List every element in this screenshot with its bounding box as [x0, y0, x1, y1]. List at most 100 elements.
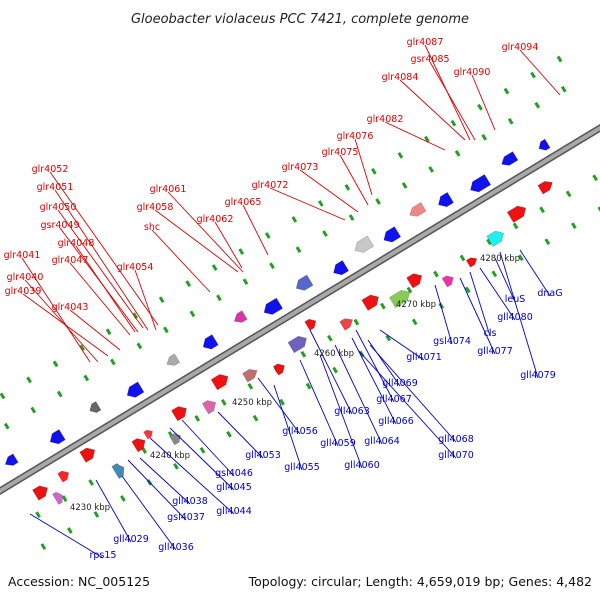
label-leader-line	[459, 277, 496, 355]
tick-dot	[83, 374, 90, 382]
forward-gene-feature	[537, 181, 553, 195]
label-leader-line	[24, 279, 99, 363]
label-leader-line	[151, 229, 211, 293]
tick-dot	[371, 167, 377, 175]
reverse-gene-label: gll4080	[497, 312, 533, 323]
forward-gene-label: glr4072	[252, 180, 289, 191]
label-leader-line	[181, 419, 235, 477]
summary-text: Topology: circular; Length: 4,659,019 bp…	[248, 574, 592, 589]
forward-gene-label: glr4076	[337, 131, 374, 142]
reverse-gene-label: gll4067	[376, 394, 412, 405]
reverse-gene-label: gll4038	[172, 496, 208, 507]
forward-gene-label: glr4050	[40, 202, 77, 213]
reverse-gene-label: gll4077	[477, 346, 513, 357]
map-title: Gloeobacter violaceus PCC 7421, complete…	[131, 12, 469, 27]
forward-gene-label: glr4062	[197, 214, 234, 225]
tick-dot	[565, 190, 572, 198]
tick-dot	[428, 166, 434, 173]
label-leader-line	[134, 269, 157, 331]
reverse-gene-feature	[438, 191, 454, 208]
forward-gene-label: glr4087	[407, 37, 444, 48]
tick-dot	[327, 334, 333, 342]
reverse-gene-feature	[409, 202, 427, 217]
tick-dot	[93, 511, 100, 518]
label-leader-line	[69, 262, 131, 336]
reverse-gene-label: gll4060	[344, 460, 380, 471]
forward-gene-feature	[52, 491, 63, 505]
reverse-gene-feature	[383, 226, 402, 243]
reverse-gene-label: gll4059	[320, 438, 356, 449]
label-leader-line	[214, 221, 243, 269]
label-leader-line	[121, 475, 177, 551]
forward-gene-feature	[131, 438, 146, 453]
label-leader-line	[494, 257, 516, 303]
tick-dot	[305, 382, 312, 390]
label-leader-line	[273, 384, 303, 471]
reverse-gene-feature	[49, 429, 66, 445]
label-leader-line	[22, 293, 109, 357]
tick-dot	[26, 376, 32, 384]
label-leader-line	[434, 284, 453, 345]
label-leader-line	[519, 49, 561, 96]
label-leader-line	[257, 377, 301, 435]
tick-dot	[539, 206, 545, 214]
tick-dot	[109, 358, 116, 366]
scale-label: 4280 kbp	[480, 254, 520, 264]
forward-gene-label: gsr4049	[40, 220, 79, 231]
reverse-gene-feature	[354, 235, 375, 253]
forward-gene-label: glr4041	[4, 250, 41, 261]
tick-dot	[247, 382, 254, 390]
tick-dot	[185, 280, 192, 287]
tick-dot	[300, 350, 307, 358]
tick-dot	[597, 206, 600, 213]
forward-gene-feature	[486, 230, 504, 247]
tick-dot	[486, 238, 492, 246]
scale-label: 4240 kbp	[150, 451, 190, 461]
forward-gene-label: glr4075	[322, 147, 359, 158]
tick-dot	[295, 246, 302, 253]
tick-dot	[503, 87, 510, 95]
tick-dot	[454, 150, 461, 157]
forward-gene-feature	[169, 433, 182, 446]
reverse-gene-feature	[166, 353, 181, 366]
label-leader-line	[309, 329, 353, 415]
forward-gene-feature	[79, 447, 96, 463]
label-leader-line	[21, 257, 91, 363]
tick-dot	[189, 310, 196, 318]
reverse-gene-label: gsl4046	[215, 468, 253, 479]
label-leader-line	[351, 337, 397, 425]
tick-dot	[3, 422, 10, 430]
label-leader-line	[519, 249, 551, 297]
forward-gene-feature	[339, 318, 354, 331]
reverse-gene-feature	[126, 381, 145, 398]
forward-gene-feature	[465, 257, 478, 268]
tick-dot	[450, 119, 457, 127]
tick-dot	[120, 495, 126, 502]
tick-dot	[491, 270, 498, 278]
genome-backbone	[0, 123, 600, 496]
forward-gene-feature	[361, 294, 379, 311]
forward-gene-feature	[388, 289, 410, 309]
label-leader-line	[169, 427, 235, 491]
label-leader-line	[57, 209, 144, 329]
label-leader-lines	[21, 44, 561, 559]
reverse-gene-label: gll4044	[216, 506, 252, 517]
tick-dot	[477, 103, 483, 111]
forward-gene-feature	[210, 374, 229, 391]
reverse-gene-feature	[333, 260, 350, 276]
reverse-gene-label: gll4036	[158, 542, 194, 553]
tick-dot	[105, 328, 112, 336]
tick-dot	[158, 296, 165, 304]
label-leader-line	[299, 359, 339, 447]
tick-dot	[406, 286, 413, 294]
forward-gene-label: glr4090	[454, 67, 491, 78]
forward-gene-feature	[406, 273, 423, 289]
reverse-gene-label: gll4069	[382, 378, 418, 389]
tick-dot	[380, 302, 386, 310]
forward-gene-label: glr4061	[150, 184, 187, 195]
tick-dot	[464, 286, 471, 294]
forward-gene-label: glr4094	[502, 42, 539, 53]
forward-gene-feature	[506, 205, 527, 223]
label-leader-line	[319, 354, 363, 469]
